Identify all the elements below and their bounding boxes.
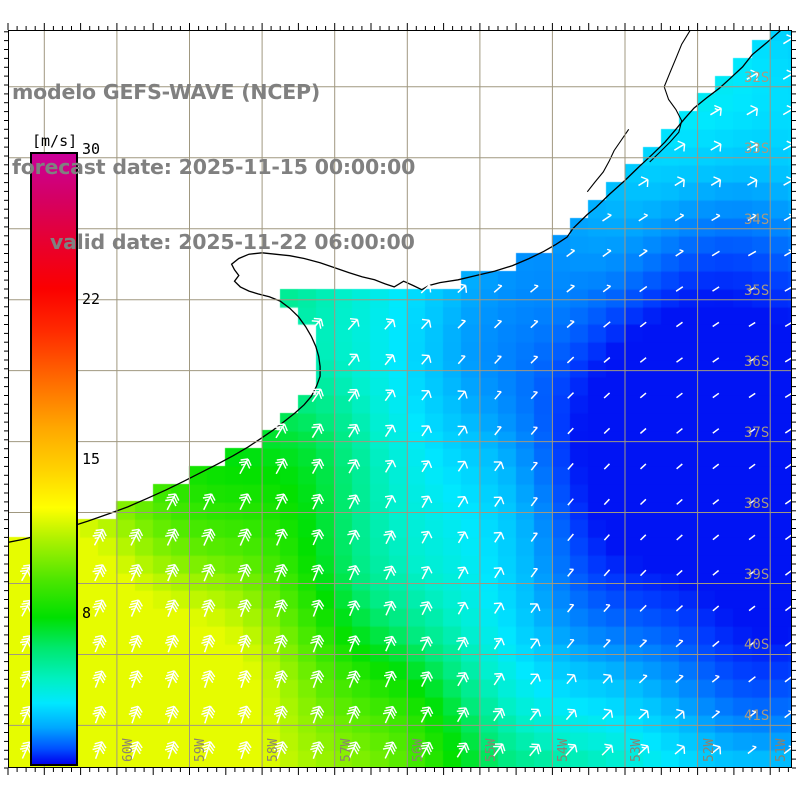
lon-label: 56W [411,738,427,762]
lon-label: 59W [193,738,209,762]
lon-label: 51W [774,738,790,762]
lat-label: 38S [744,495,770,512]
lon-label: 55W [483,738,499,762]
lat-label: 35S [744,282,770,299]
graticule-grid [8,30,792,768]
lat-label: 32S [744,69,770,86]
map-plot-area [8,30,792,768]
lon-label: 60W [120,738,136,762]
colorbar-tick-label: 15 [82,450,101,469]
colorbar[interactable] [30,152,78,766]
lat-label: 40S [744,637,770,654]
lat-label: 36S [744,353,770,370]
lat-label: 37S [744,424,770,441]
lon-label: 58W [266,738,282,762]
figure-title: modelo GEFS-WAVE (NCEP) forecast date: 2… [8,30,608,305]
colorbar-tick-label: 22 [82,290,101,309]
lon-label: 57W [338,738,354,762]
colorbar-tick-label: 8 [82,603,92,622]
lat-label: 39S [744,566,770,583]
lon-label: 52W [701,738,717,762]
colorbar-tick-label: 30 [82,140,101,158]
forecast-date: forecast date: 2025-11-15 00:00:00 [12,155,416,179]
colorbar-unit-label: [m/s] [32,132,78,150]
wind-barb-overlay [19,34,792,760]
lon-label: 53W [629,738,645,762]
colorbar-gradient [30,152,78,766]
valid-date: valid date: 2025-11-22 06:00:00 [50,230,415,254]
lat-label: 34S [744,211,770,228]
lat-label: 41S [744,708,770,725]
model-name: modelo GEFS-WAVE (NCEP) [12,80,320,104]
lon-label: 54W [556,738,572,762]
lat-label: 33S [744,140,770,157]
